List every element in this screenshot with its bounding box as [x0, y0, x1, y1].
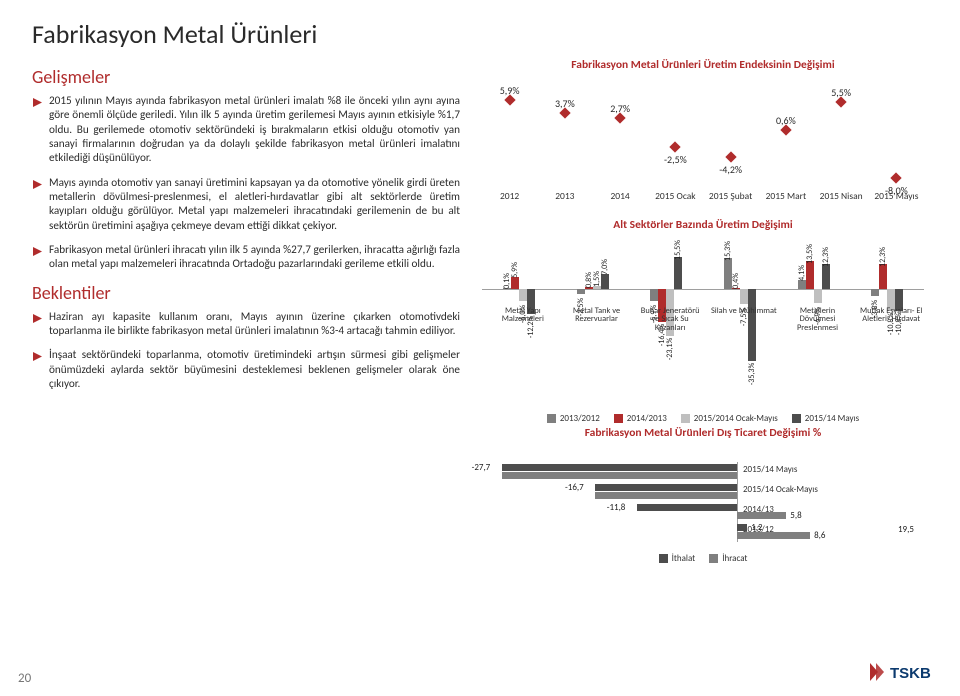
legend-item: 2015/14 Mayıs	[792, 413, 859, 424]
subsector-bar-chart: 0,1%5,9%-6,0%-12,2%Metal Yapı Malzemeler…	[478, 236, 928, 426]
category-label: Mutfak Eşyaları- El Aletleri- Hırdavat	[858, 307, 924, 325]
hbar-value: 1,2	[751, 522, 762, 533]
data-value-label: -4,2%	[719, 163, 742, 176]
bullet-icon	[32, 176, 49, 194]
bar-value-label: -23,1%	[665, 338, 675, 360]
bar-value-label: -35,3%	[747, 362, 757, 384]
legend-item: İthalat	[659, 553, 696, 564]
paragraph: 2015 yılının Mayıs ayında fabrikasyon me…	[49, 94, 460, 166]
x-axis-label: 2015 Şubat	[709, 190, 752, 202]
chart2-title: Alt Sektörler Bazında Üretim Değişimi	[478, 218, 928, 232]
data-value-label: 5,5%	[831, 86, 851, 99]
hbar-value: 8,6	[814, 530, 825, 541]
hbar-value: -27,7	[472, 462, 491, 473]
x-axis-label: 2015 Nisan	[820, 190, 863, 202]
data-marker	[725, 151, 736, 162]
hbar-ihracat	[737, 532, 810, 539]
hbar-value: 19,5	[898, 524, 914, 535]
subheader-developments: Gelişmeler	[32, 66, 460, 88]
zero-line	[482, 289, 924, 290]
bar	[674, 257, 682, 289]
chart3-legend: İthalat İhracat	[478, 553, 928, 564]
x-axis-label: 2015 Mart	[766, 190, 807, 202]
x-axis-label: 2015 Mayıs	[874, 190, 918, 202]
row-label: 2015/14 Mayıs	[743, 464, 797, 475]
legend-item: İhracat	[709, 553, 747, 564]
bar	[601, 274, 609, 288]
bar	[871, 289, 879, 297]
hbar-value: -11,8	[607, 502, 626, 513]
paragraph: Mayıs ayında otomotiv yan sanayi üretimi…	[49, 176, 460, 233]
bar-value-label: 5,9%	[510, 262, 520, 278]
bullet-icon	[32, 94, 49, 112]
svg-text:TSKB: TSKB	[890, 665, 931, 682]
category-label: Metallerin Dövülmesi Preslenmesi	[785, 307, 851, 333]
data-value-label: -2,5%	[664, 153, 687, 166]
bar-value-label: 12,3%	[821, 247, 831, 267]
chart3-title: Fabrikasyon Metal Ürünleri Dış Ticaret D…	[478, 426, 928, 440]
hbar-ithalat	[637, 504, 737, 511]
page-title: Fabrikasyon Metal Ürünleri	[32, 18, 928, 50]
category-label: Silah ve Mühimmat	[711, 307, 777, 316]
bar	[748, 289, 756, 361]
bullet-icon	[32, 243, 49, 261]
bar-value-label: 0,4%	[731, 273, 741, 289]
subheader-expectations: Beklentiler	[32, 282, 460, 304]
hbar-ithalat	[595, 484, 737, 491]
legend-item: 2015/2014 Ocak-Mayıs	[681, 413, 778, 424]
page-number: 20	[18, 671, 31, 686]
data-marker	[891, 173, 902, 184]
hbar-value: 5,8	[790, 510, 801, 521]
bullet-icon	[32, 348, 49, 366]
bar	[740, 289, 748, 304]
bar-value-label: 15,5%	[673, 240, 683, 260]
bar	[798, 280, 806, 288]
bar-value-label: 12,3%	[878, 247, 888, 267]
trade-hbar-chart: 2015/14 Mayıs-27,72015/14 Ocak-Mayıs-16,…	[478, 446, 928, 566]
row-label: 2015/14 Ocak-Mayıs	[743, 484, 818, 495]
hbar-ihracat	[595, 492, 737, 499]
hbar-ihracat	[737, 512, 786, 519]
bullet-icon	[32, 310, 49, 328]
hbar-ithalat	[737, 524, 747, 531]
hbar-value: -16,7	[565, 482, 584, 493]
data-value-label: 0,6%	[776, 114, 796, 127]
x-axis-label: 2012	[500, 190, 519, 202]
bar	[822, 264, 830, 289]
chart1-title: Fabrikasyon Metal Ürünleri Üretim Endeks…	[478, 58, 928, 72]
bar	[814, 289, 822, 303]
paragraph: İnşaat sektöründeki toparlanma, otomotiv…	[49, 348, 460, 391]
data-value-label: 2,7%	[610, 102, 630, 115]
bar-value-label: 15,3%	[723, 241, 733, 261]
bar-value-label: 7,0%	[600, 259, 610, 275]
bar	[577, 289, 585, 294]
data-value-label: 5,9%	[500, 84, 520, 97]
legend-item: 2014/2013	[614, 413, 667, 424]
category-label: Buhar Jeneratörü ve Sıcak Su Kazanları	[637, 307, 703, 333]
paragraph: Fabrikasyon metal ürünleri ihracatı yılı…	[49, 243, 460, 272]
x-axis-label: 2013	[555, 190, 574, 202]
paragraph: Haziran ayı kapasite kullanım oranı, May…	[49, 310, 460, 339]
data-value-label: 3,7%	[555, 97, 575, 110]
bar	[511, 277, 519, 289]
bar-value-label: 13,5%	[805, 244, 815, 264]
bar	[879, 264, 887, 289]
legend-item: 2013/2012	[547, 413, 600, 424]
x-axis-label: 2014	[610, 190, 629, 202]
production-index-chart: 5,9%3,7%2,7%-2,5%-4,2%0,6%5,5%-8,0% 2012…	[478, 76, 928, 206]
bar	[519, 289, 527, 301]
hbar-ithalat	[502, 464, 737, 471]
category-label: Metal Tank ve Rezervuarlar	[564, 307, 630, 325]
bar	[650, 289, 658, 301]
x-axis-label: 2015 Ocak	[655, 190, 696, 202]
bar	[806, 261, 814, 289]
logo: TSKB	[864, 660, 934, 688]
chart2-legend: 2013/2012 2014/2013 2015/2014 Ocak-Mayıs 20…	[478, 413, 928, 424]
category-label: Metal Yapı Malzemeleri	[490, 307, 556, 325]
hbar-ihracat	[502, 472, 737, 479]
data-marker	[670, 142, 681, 153]
